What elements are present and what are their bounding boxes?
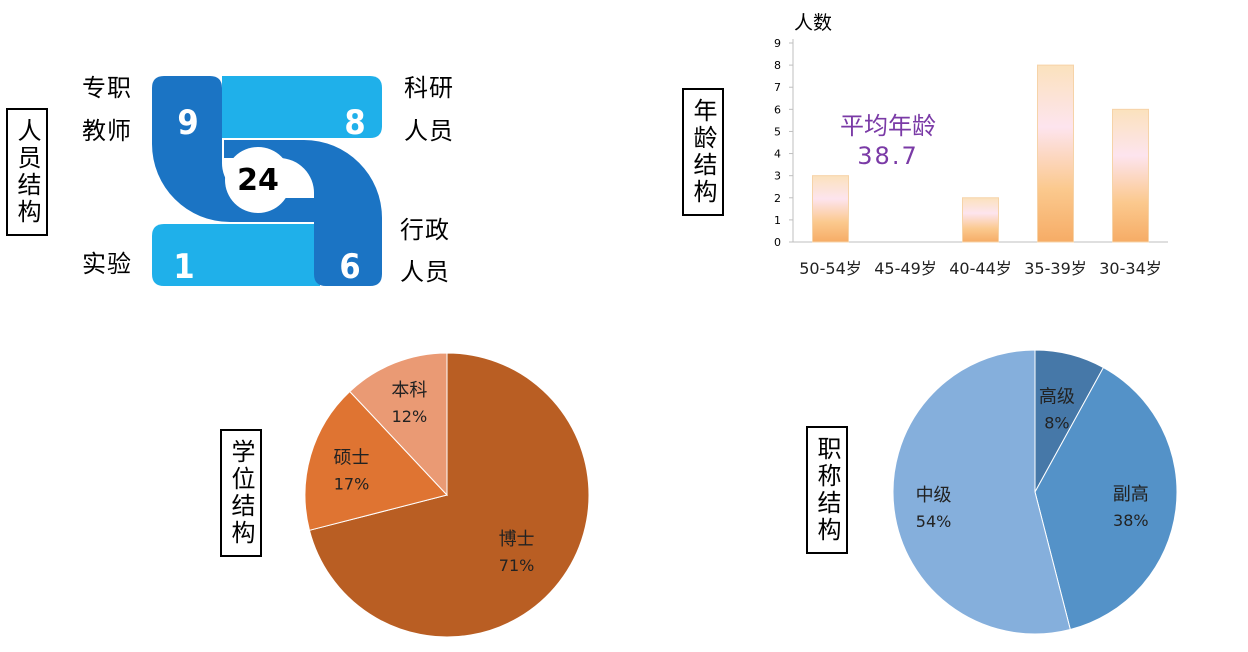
admin-label-line2: 人员 <box>400 258 450 286</box>
avg-age-value: 38.7 <box>857 142 918 170</box>
research-label-line2: 人员 <box>404 117 454 145</box>
x-tick-label: 30-34岁 <box>1099 259 1162 278</box>
bar <box>1112 108 1149 243</box>
pie-value-label: 71% <box>499 556 535 575</box>
bar <box>962 197 999 243</box>
rank-structure-title: 职称结构 <box>806 426 848 554</box>
bar-marks <box>812 64 1149 243</box>
pie-value-label: 54% <box>916 512 952 531</box>
avg-age-label: 平均年龄 <box>840 112 936 140</box>
lab-block <box>152 224 320 286</box>
pie-value-label: 8% <box>1044 414 1069 433</box>
admin-label-line1: 行政 <box>400 216 450 244</box>
pie-slice <box>304 390 448 531</box>
bar <box>1037 64 1074 243</box>
teachers-block <box>152 76 320 222</box>
y-tick-label: 9 <box>774 37 781 50</box>
research-label-line1: 科研 <box>404 74 454 102</box>
pie-value-label: 12% <box>392 407 428 426</box>
x-tick-label: 45-49岁 <box>874 259 937 278</box>
y-tick-label: 2 <box>774 192 781 205</box>
x-tick-label: 35-39岁 <box>1024 259 1087 278</box>
pie-label: 硕士 <box>334 447 370 468</box>
age-structure-title: 年龄结构 <box>682 88 724 216</box>
research-block <box>222 76 382 138</box>
y-axis-label: 人数 <box>794 12 832 34</box>
y-tick-label: 6 <box>774 103 781 116</box>
teachers-count: 9 <box>177 103 198 143</box>
pie-label: 副高 <box>1113 484 1149 505</box>
bar <box>812 175 849 243</box>
x-tick-label: 40-44岁 <box>949 259 1012 278</box>
lab-count: 1 <box>173 247 194 287</box>
x-tick-label: 50-54岁 <box>799 259 862 278</box>
pie-label: 中级 <box>916 485 952 506</box>
admin-count: 6 <box>339 247 360 287</box>
total-circle <box>225 147 291 213</box>
lab-label: 实验 <box>82 250 132 278</box>
y-tick-label: 5 <box>774 125 781 138</box>
y-tick-label: 3 <box>774 170 781 183</box>
teachers-label-line1: 专职 <box>82 74 132 102</box>
degree-structure-title: 学位结构 <box>220 429 262 557</box>
y-tick-label: 8 <box>774 59 781 72</box>
pie-label: 博士 <box>499 529 535 550</box>
staff-structure-title: 人员结构 <box>6 108 48 236</box>
pie-slice <box>1034 366 1178 631</box>
y-tick-label: 4 <box>774 148 781 161</box>
pie-slice <box>892 349 1071 635</box>
bar-xticks: 50-54岁 45-49岁 40-44岁 35-39岁 30-34岁 <box>799 259 1162 278</box>
total-count: 24 <box>237 163 279 198</box>
pie-label: 本科 <box>391 380 427 401</box>
admin-block <box>224 140 382 286</box>
pie-slice <box>308 352 590 638</box>
pie-value-label: 38% <box>1113 511 1149 530</box>
y-tick-label: 7 <box>774 81 781 94</box>
pie-value-label: 17% <box>334 474 370 493</box>
y-tick-label: 0 <box>774 236 781 249</box>
pie-label: 高级 <box>1039 387 1075 408</box>
y-tick-label: 1 <box>774 214 781 227</box>
teachers-label-line2: 教师 <box>82 117 132 145</box>
research-count: 8 <box>344 103 365 143</box>
pie-slice <box>349 352 448 497</box>
